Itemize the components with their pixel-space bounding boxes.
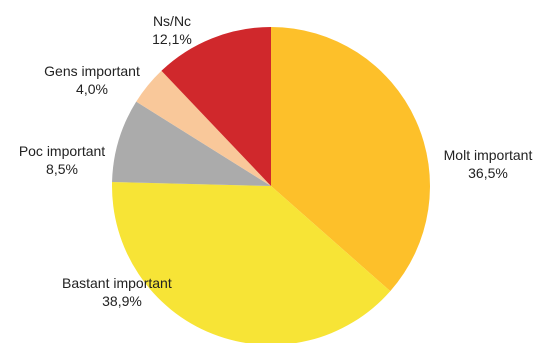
pie-slice-gens-important bbox=[136, 70, 271, 186]
slice-name-label: Molt important bbox=[444, 147, 533, 163]
slice-value-label: 8,5% bbox=[46, 161, 78, 177]
slice-name-label: Bastant important bbox=[62, 275, 172, 291]
pie-slice-bastant-important bbox=[112, 182, 391, 343]
pie-slice-poc-important bbox=[112, 101, 271, 186]
slice-value-label: 38,9% bbox=[102, 293, 142, 309]
slice-name-label: Ns/Nc bbox=[153, 13, 191, 29]
slice-name-label: Poc important bbox=[19, 143, 105, 159]
slice-value-label: 12,1% bbox=[152, 31, 192, 47]
pie-slices bbox=[112, 26, 431, 343]
slice-name-label: Gens important bbox=[44, 63, 140, 79]
pie-labels: Molt important 36,5% Bastant important 38,9… bbox=[19, 13, 533, 309]
pie-slice-ns-nc bbox=[161, 26, 271, 186]
pie-slice-molt-important bbox=[271, 27, 431, 292]
slice-value-label: 4,0% bbox=[76, 81, 108, 97]
slice-value-label: 36,5% bbox=[468, 165, 508, 181]
